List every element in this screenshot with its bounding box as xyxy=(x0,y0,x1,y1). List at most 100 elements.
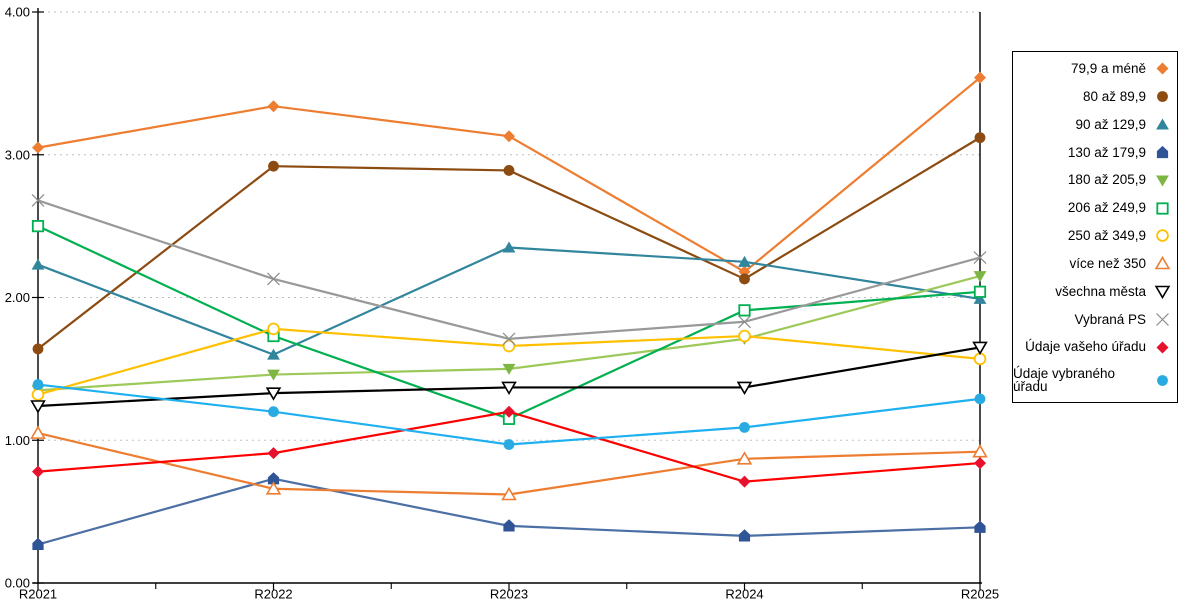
series-9 xyxy=(31,194,987,346)
data-point-marker xyxy=(1156,312,1169,326)
data-point-marker xyxy=(1154,285,1171,300)
x-tick-label: R2021 xyxy=(19,587,57,600)
data-point-marker xyxy=(739,422,750,433)
data-point-marker xyxy=(31,258,45,270)
data-point-marker xyxy=(738,315,751,329)
triangle-up-legend-marker-icon xyxy=(1154,256,1171,270)
x-tick-label: R2022 xyxy=(254,587,292,600)
data-point-marker xyxy=(736,451,753,465)
triangle-down-legend-marker-icon xyxy=(1156,175,1169,187)
data-point-marker xyxy=(267,100,280,113)
data-point-marker xyxy=(503,519,515,532)
series-1 xyxy=(32,132,986,355)
legend-item-10: Údaje vašeho úřadu xyxy=(1013,339,1177,356)
data-point-marker xyxy=(31,388,45,401)
data-point-marker xyxy=(32,537,44,551)
data-point-marker xyxy=(32,379,44,390)
data-point-marker xyxy=(973,251,987,264)
data-point-marker xyxy=(503,439,515,450)
legend-item-1: 80 až 89,9 xyxy=(1013,88,1177,105)
data-point-marker xyxy=(973,285,987,298)
data-point-marker xyxy=(974,520,986,533)
data-point-marker xyxy=(32,465,44,478)
data-point-marker xyxy=(974,457,986,470)
circle-legend-marker-icon xyxy=(1157,374,1168,386)
data-point-marker xyxy=(739,273,750,285)
legend-label: 90 až 129,9 xyxy=(1075,116,1146,132)
data-point-marker xyxy=(267,322,280,336)
data-point-marker xyxy=(502,241,516,253)
legend-item-2: 90 až 129,9 xyxy=(1013,116,1177,133)
data-point-marker xyxy=(502,363,516,375)
data-point-marker xyxy=(738,304,751,317)
data-point-marker xyxy=(265,481,282,495)
data-point-marker xyxy=(974,71,986,84)
legend-label: Údaje vašeho úřadu xyxy=(1025,339,1146,355)
data-point-marker xyxy=(972,444,988,458)
legend-label: 79,9 a méně xyxy=(1070,61,1146,77)
data-point-marker xyxy=(973,292,987,304)
data-point-marker xyxy=(501,486,517,501)
data-point-marker xyxy=(1156,341,1169,354)
legend-label: 80 až 89,9 xyxy=(1082,88,1146,104)
legend-label: 206 až 249,9 xyxy=(1067,200,1146,216)
data-point-marker xyxy=(502,332,516,346)
square-legend-marker-icon xyxy=(1156,201,1169,215)
x-legend-marker-icon xyxy=(1156,312,1169,326)
legend-label: 130 až 179,9 xyxy=(1067,144,1146,160)
circle-legend-marker-icon xyxy=(1156,229,1169,243)
data-point-marker xyxy=(267,348,280,360)
x-tick-label: R2025 xyxy=(961,587,999,600)
data-point-marker xyxy=(503,130,515,143)
data-point-marker xyxy=(738,475,751,488)
ticks xyxy=(32,11,981,590)
series-11 xyxy=(32,379,986,450)
data-point-marker xyxy=(973,352,987,366)
data-point-marker xyxy=(502,339,516,353)
y-tick-label: 3.00 xyxy=(5,147,30,162)
series-6 xyxy=(31,322,987,401)
data-point-marker xyxy=(1156,62,1169,75)
series-5 xyxy=(31,220,987,425)
data-point-marker xyxy=(972,341,988,356)
legend-label: Údaje vybraného úřadu xyxy=(1013,365,1116,395)
series-8 xyxy=(30,341,988,414)
data-point-marker xyxy=(1156,229,1169,243)
data-point-marker xyxy=(267,272,280,286)
y-tick-label: 0.00 xyxy=(5,576,30,591)
triangle-down-legend-marker-icon xyxy=(1154,285,1171,300)
data-point-marker xyxy=(738,329,751,343)
data-point-marker xyxy=(1156,201,1169,215)
legend-item-4: 180 až 205,9 xyxy=(1013,172,1177,189)
legend-label: 250 až 349,9 xyxy=(1067,228,1146,244)
y-tick-label: 2.00 xyxy=(5,290,30,305)
legend-item-11: Údaje vybraného úřadu xyxy=(1013,365,1177,395)
data-point-marker xyxy=(1154,256,1171,270)
legend-label: více než 350 xyxy=(1069,255,1146,271)
data-point-marker xyxy=(32,141,44,154)
data-point-marker xyxy=(736,381,753,396)
data-point-marker xyxy=(32,343,44,355)
data-point-marker xyxy=(268,406,279,418)
legend-item-0: 79,9 a méně xyxy=(1013,60,1177,77)
data-point-marker xyxy=(267,447,280,460)
legend-item-6: 250 až 349,9 xyxy=(1013,227,1177,244)
series-7 xyxy=(30,425,988,501)
data-point-marker xyxy=(1156,118,1169,130)
data-point-marker xyxy=(265,387,282,401)
pentagon-legend-marker-icon xyxy=(1156,145,1169,158)
legend-item-8: všechna města xyxy=(1013,283,1177,300)
data-point-marker xyxy=(738,255,751,267)
data-point-marker xyxy=(1157,91,1168,103)
data-point-marker xyxy=(267,472,280,485)
data-point-marker xyxy=(31,194,45,207)
legend-label: všechna města xyxy=(1055,283,1146,299)
series-10 xyxy=(32,405,986,488)
data-point-marker xyxy=(974,393,986,405)
data-point-marker xyxy=(1156,145,1169,158)
y-tick-label: 1.00 xyxy=(5,433,30,448)
data-point-marker xyxy=(974,132,986,144)
data-point-marker xyxy=(738,529,751,542)
legend-label: 180 až 205,9 xyxy=(1067,172,1146,188)
data-point-marker xyxy=(503,165,515,176)
